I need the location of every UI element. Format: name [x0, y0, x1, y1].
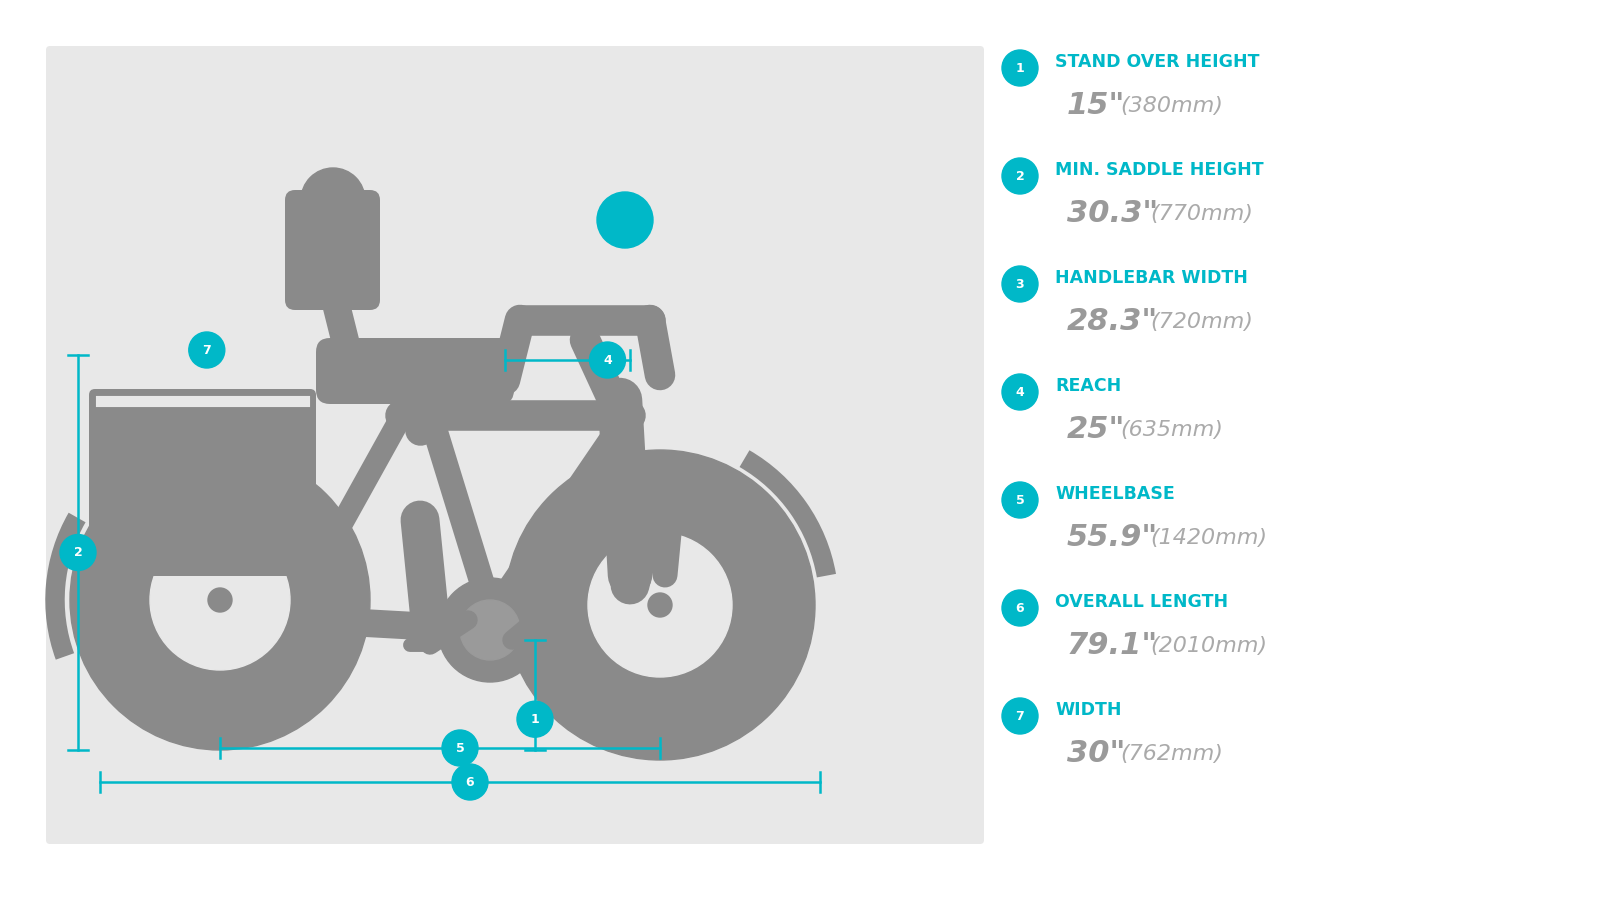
FancyBboxPatch shape: [90, 389, 317, 576]
Text: 55.9": 55.9": [1067, 524, 1158, 553]
Circle shape: [589, 342, 626, 378]
Text: 4: 4: [1016, 385, 1024, 399]
Text: (635mm): (635mm): [1120, 420, 1222, 440]
Circle shape: [301, 168, 365, 232]
Text: 1: 1: [531, 713, 539, 725]
Circle shape: [453, 764, 488, 800]
Text: 7: 7: [1016, 709, 1024, 723]
Text: 15": 15": [1067, 92, 1125, 121]
Text: 28.3": 28.3": [1067, 308, 1158, 337]
Text: WIDTH: WIDTH: [1054, 701, 1122, 719]
Text: 5: 5: [456, 742, 464, 754]
Text: 7: 7: [203, 344, 211, 356]
Text: 6: 6: [1016, 601, 1024, 615]
Text: WHEELBASE: WHEELBASE: [1054, 485, 1174, 503]
Circle shape: [506, 450, 814, 760]
Text: 1: 1: [1016, 61, 1024, 75]
Text: STAND OVER HEIGHT: STAND OVER HEIGHT: [1054, 53, 1259, 71]
Text: 4: 4: [603, 354, 611, 366]
Text: 30": 30": [1067, 740, 1125, 769]
Text: (380mm): (380mm): [1120, 96, 1222, 116]
Circle shape: [589, 533, 733, 677]
Circle shape: [1002, 50, 1038, 86]
Text: (2010mm): (2010mm): [1150, 636, 1267, 656]
Text: 3: 3: [1016, 277, 1024, 291]
Circle shape: [597, 192, 653, 248]
Text: REACH: REACH: [1054, 377, 1122, 395]
Circle shape: [61, 535, 96, 571]
Circle shape: [208, 588, 232, 612]
Text: OVERALL LENGTH: OVERALL LENGTH: [1054, 593, 1229, 611]
Circle shape: [517, 701, 554, 737]
Text: MIN. SADDLE HEIGHT: MIN. SADDLE HEIGHT: [1054, 161, 1264, 179]
Circle shape: [150, 530, 290, 670]
Text: 2: 2: [74, 546, 82, 559]
Circle shape: [1002, 266, 1038, 302]
Circle shape: [1002, 698, 1038, 734]
Text: 6: 6: [466, 776, 474, 788]
FancyBboxPatch shape: [317, 338, 514, 404]
Text: 5: 5: [1016, 493, 1024, 507]
Text: (720mm): (720mm): [1150, 312, 1253, 332]
Circle shape: [1002, 590, 1038, 626]
Circle shape: [189, 332, 224, 368]
Text: 2: 2: [1016, 169, 1024, 183]
Text: (1420mm): (1420mm): [1150, 528, 1267, 548]
Circle shape: [1002, 374, 1038, 410]
Text: 25": 25": [1067, 416, 1125, 445]
FancyBboxPatch shape: [285, 190, 381, 310]
Circle shape: [70, 450, 370, 750]
Text: HANDLEBAR WIDTH: HANDLEBAR WIDTH: [1054, 269, 1248, 287]
Text: 79.1": 79.1": [1067, 632, 1158, 661]
Circle shape: [1002, 482, 1038, 518]
Text: (770mm): (770mm): [1150, 204, 1253, 224]
Text: 30.3": 30.3": [1067, 200, 1158, 229]
Circle shape: [461, 600, 520, 660]
Circle shape: [648, 593, 672, 617]
FancyBboxPatch shape: [46, 46, 984, 844]
Text: (762mm): (762mm): [1120, 744, 1222, 764]
Circle shape: [438, 578, 542, 682]
Circle shape: [442, 730, 478, 766]
Circle shape: [1002, 158, 1038, 194]
